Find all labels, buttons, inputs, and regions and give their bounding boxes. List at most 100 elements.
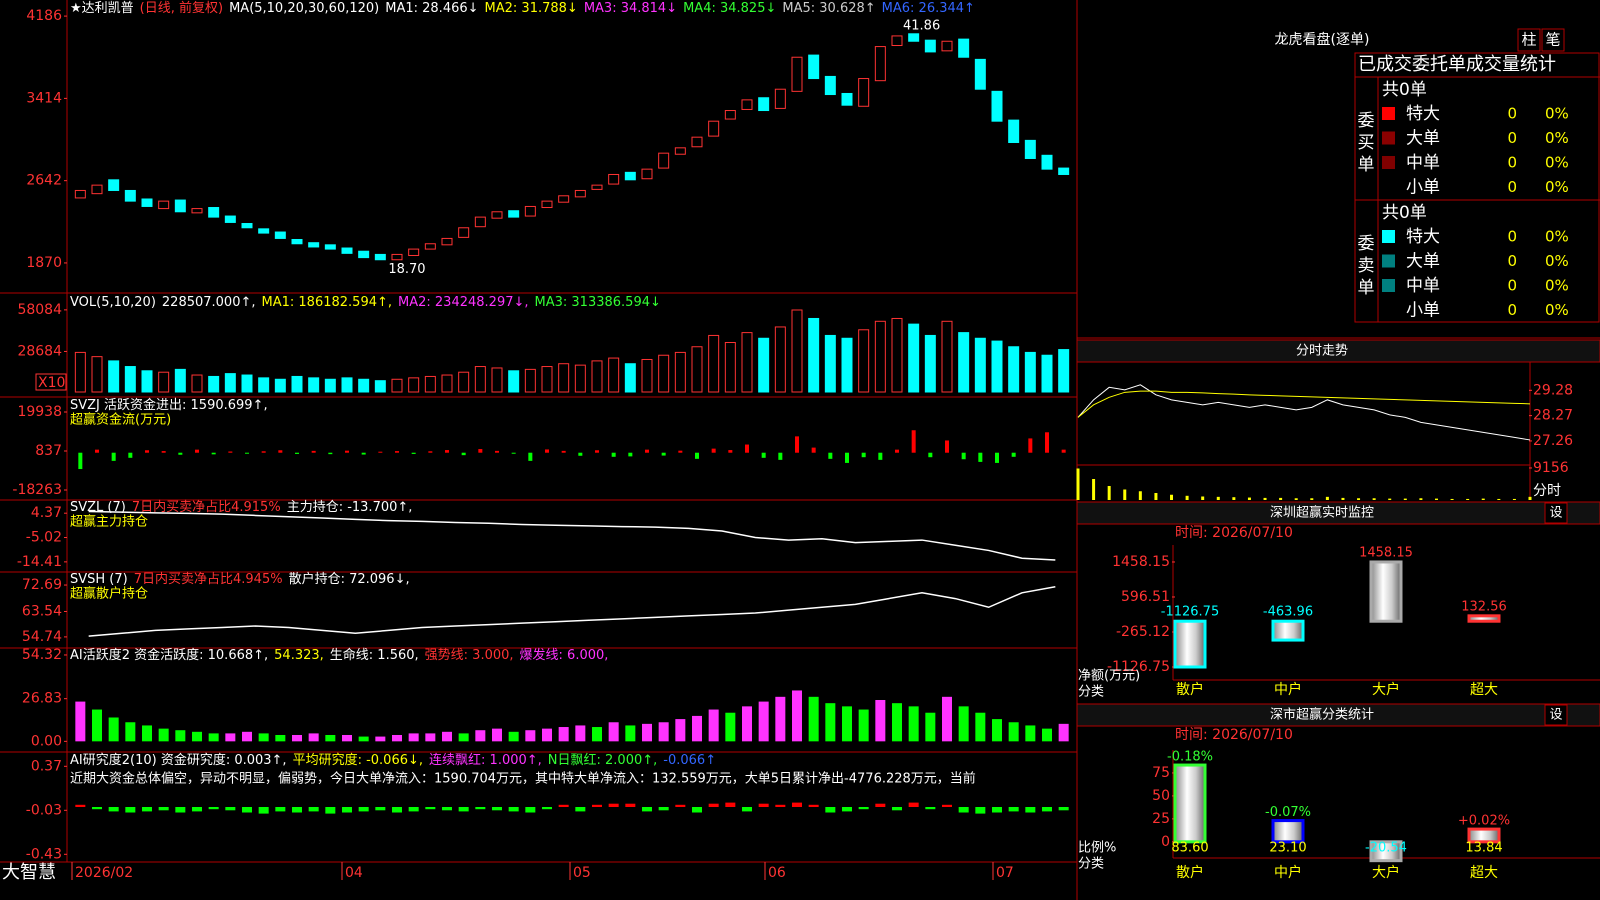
flow-bar [128, 452, 133, 458]
activity-bar [1042, 728, 1052, 742]
activity-bar [908, 706, 919, 742]
button[interactable] [1517, 28, 1541, 52]
volume-bar [974, 337, 986, 393]
candle [74, 189, 86, 199]
activity-bar [692, 715, 702, 742]
table-title: 已成交委托单成交量统计 [1358, 54, 1556, 75]
y-tick-label: -0.43 [26, 846, 62, 862]
panel-title: 龙虎看盘(逐单) [1275, 31, 1370, 48]
value-label: 1458.15 [1359, 545, 1413, 560]
volume-bar [591, 360, 603, 393]
button[interactable] [1544, 704, 1568, 726]
research-bar [675, 804, 686, 807]
volume-bar [358, 378, 370, 393]
volume-bar [641, 358, 653, 393]
flow-bar [695, 452, 699, 459]
date-label: 05 [573, 865, 591, 881]
activity-bar [1025, 725, 1036, 742]
volume-bar [724, 342, 736, 393]
activity-bar [308, 733, 319, 742]
candle [374, 253, 386, 261]
low-label: 18.70 [388, 262, 425, 277]
research-bar [975, 807, 986, 814]
research-bar [475, 807, 486, 810]
research-bar [608, 803, 619, 807]
unit-label: X10 [38, 375, 65, 391]
candle [708, 120, 720, 137]
flow-bar [595, 450, 599, 453]
flow-bar [361, 452, 366, 455]
color-swatch [1382, 254, 1395, 268]
flow-bar [928, 452, 933, 458]
header-item: MA2: 31.788↓ [485, 1, 578, 16]
y-tick-label: -5.02 [26, 530, 62, 546]
research-bar [908, 802, 919, 807]
volume-bar [958, 332, 970, 393]
unit-box [35, 373, 67, 391]
activity-bar [758, 701, 769, 742]
activity-bar [592, 727, 602, 742]
candle [624, 171, 636, 181]
research-bar [458, 807, 469, 812]
research-bar [925, 807, 936, 810]
order-count: 共0单 [1382, 203, 1427, 223]
row-volume: 0 [1507, 252, 1517, 270]
research-bar [142, 807, 152, 812]
date-label: 07 [996, 865, 1014, 881]
header-item: 强势线: 3.000, [425, 647, 514, 663]
research-bar [275, 807, 286, 812]
candle [658, 152, 670, 169]
research-bar [592, 804, 602, 807]
volume-bar [991, 340, 1003, 393]
value-label: -20.54 [1365, 841, 1407, 856]
indicator-line [88, 510, 1056, 561]
flow-bar [978, 452, 983, 462]
axis-label: 分时 [1533, 483, 1561, 499]
candle [158, 200, 170, 210]
candle [308, 242, 320, 248]
volume-bar [874, 320, 886, 393]
research-bar [392, 807, 402, 813]
y-tick-label: 63.54 [22, 603, 62, 619]
volume-bar [341, 377, 353, 393]
y-tick-label: 58084 [17, 302, 62, 318]
header-item: 7日内买卖净占比4.945% [134, 571, 283, 587]
activity-bar [492, 728, 502, 742]
button[interactable] [1541, 28, 1565, 52]
y-tick-label: -0.03 [26, 802, 62, 818]
volume-bar [608, 357, 620, 393]
panel-note: 近期大资金总体偏空，异动不明显，偏弱势，今日大单净流入：1590.704万元，其… [70, 771, 976, 787]
volume-bar [758, 337, 770, 393]
candle [124, 189, 136, 202]
research-bar [342, 807, 352, 813]
x-tick-label: 大户 [1372, 681, 1400, 698]
header-item: MA1: 186182.594↑, [262, 295, 393, 310]
date-label: 2026/02 [75, 865, 133, 881]
side-label: 单 [1358, 155, 1375, 175]
activity-bar [392, 734, 402, 742]
row-pct: 0% [1545, 105, 1569, 123]
flow-bar [878, 452, 883, 460]
candle [91, 184, 103, 195]
candle [824, 75, 836, 96]
candle [874, 46, 886, 82]
y-tick-label: 28684 [17, 343, 62, 359]
volume-bar [191, 374, 203, 393]
activity-bar [258, 733, 269, 742]
button[interactable] [1544, 502, 1568, 524]
activity-bar [892, 703, 902, 742]
flow-bar [495, 450, 499, 453]
activity-bar [158, 728, 169, 742]
research-bar [942, 804, 952, 807]
volume-bar [658, 354, 670, 393]
research-bar [358, 807, 369, 812]
flow-bar [661, 452, 666, 456]
side-label: 单 [1358, 278, 1375, 298]
y-tick-label: -265.12 [1116, 624, 1170, 640]
row-name: 中单 [1406, 276, 1440, 296]
panel-subtitle: 超赢主力持仓 [70, 514, 148, 530]
volume-bar [374, 380, 386, 393]
candle [674, 147, 686, 155]
research-bar [208, 807, 219, 810]
flow-bar [995, 452, 999, 463]
